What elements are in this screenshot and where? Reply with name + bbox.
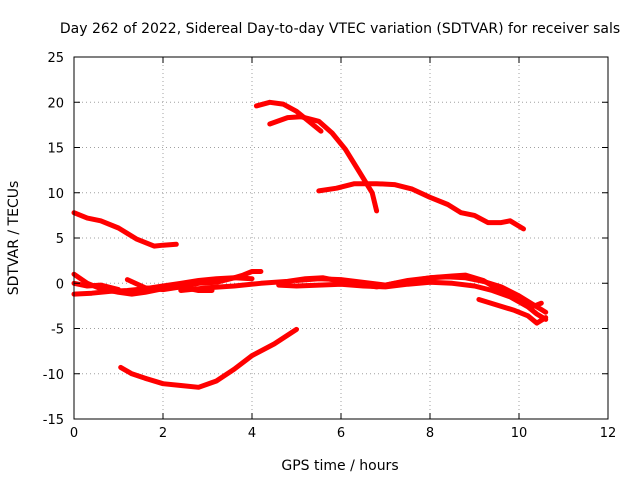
y-tick-label: 10 xyxy=(47,187,64,202)
grid-lines xyxy=(74,57,608,419)
x-tick-label: 10 xyxy=(511,426,528,441)
chart-title: Day 262 of 2022, Sidereal Day-to-day VTE… xyxy=(60,21,620,37)
y-tick-label: 25 xyxy=(47,51,64,66)
x-tick-label: 8 xyxy=(426,426,434,441)
y-axis-title: SDTVAR / TECUs xyxy=(6,181,22,296)
x-tick-label: 4 xyxy=(248,426,256,441)
x-tick-label: 0 xyxy=(70,426,78,441)
x-tick-label: 12 xyxy=(600,426,617,441)
series-line-arc-2 xyxy=(118,326,299,390)
axis-ticks: 0 2 4 6 8 10 12 -15 -10 -5 0 5 10 15 20 25 xyxy=(43,51,617,441)
series-line-arc-12 xyxy=(294,272,544,310)
series-line-arc-9 xyxy=(124,269,264,293)
y-tick-label: 0 xyxy=(56,277,64,292)
y-tick-label: -15 xyxy=(43,413,64,428)
x-tick-label: 6 xyxy=(337,426,345,441)
series-line-arc-5 xyxy=(316,181,526,232)
series-line-arc-13 xyxy=(476,297,549,326)
y-tick-label: -5 xyxy=(51,323,64,338)
series-line-arc-8 xyxy=(71,280,121,293)
series-line-arc-3 xyxy=(253,99,324,134)
x-tick-label: 2 xyxy=(159,426,167,441)
y-tick-label: 5 xyxy=(56,232,64,247)
series-lines xyxy=(71,99,549,390)
x-axis-title: GPS time / hours xyxy=(281,458,398,474)
y-tick-label: -10 xyxy=(43,368,64,383)
y-tick-label: 20 xyxy=(47,96,64,111)
y-tick-label: 15 xyxy=(47,142,64,157)
series-line-arc-1 xyxy=(71,210,179,249)
